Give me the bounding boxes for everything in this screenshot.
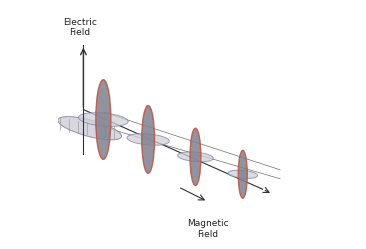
Ellipse shape <box>142 106 154 173</box>
Ellipse shape <box>79 113 128 126</box>
Ellipse shape <box>127 134 169 145</box>
Ellipse shape <box>238 150 247 198</box>
Ellipse shape <box>178 152 213 162</box>
Ellipse shape <box>58 117 122 140</box>
Ellipse shape <box>228 170 258 179</box>
Text: Electric
Field: Electric Field <box>63 18 97 37</box>
Ellipse shape <box>96 80 111 159</box>
Ellipse shape <box>190 128 201 186</box>
Text: Magnetic
Field: Magnetic Field <box>187 219 229 239</box>
